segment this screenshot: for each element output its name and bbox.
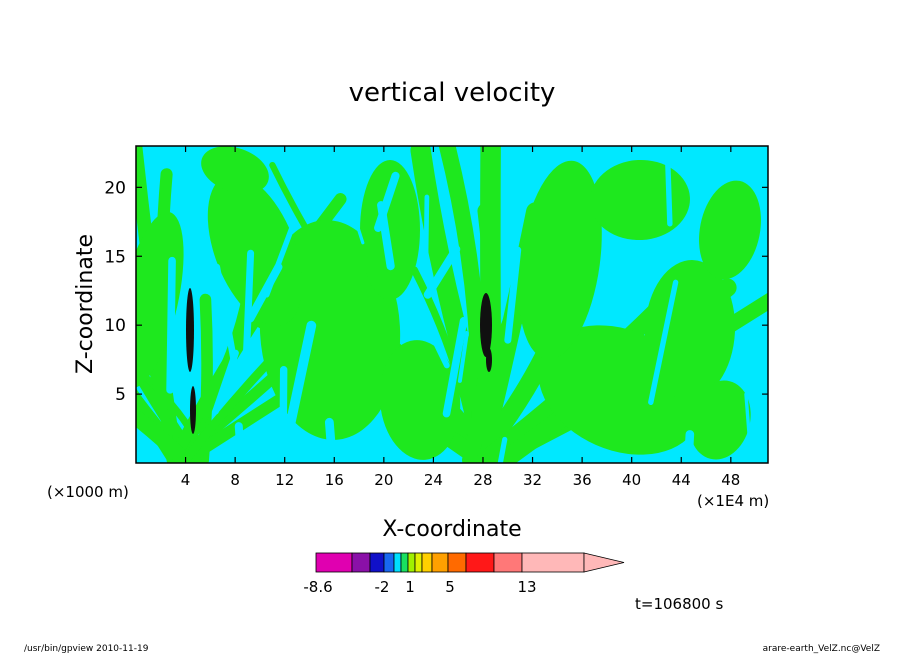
updraft-core xyxy=(186,288,194,372)
contour-gap xyxy=(648,279,679,406)
x-tick-label: 48 xyxy=(721,471,740,489)
x-axis-label: X-coordinate xyxy=(382,517,521,542)
colorbar-tick-label: -8.6 xyxy=(303,578,332,596)
contour-gap xyxy=(242,249,255,378)
x-tick-label: 44 xyxy=(672,471,691,489)
x-tick-label: 20 xyxy=(374,471,393,489)
contour-blob xyxy=(644,260,736,400)
colorbar xyxy=(315,552,625,573)
colorbar-segment xyxy=(414,552,423,573)
colorbar-segment xyxy=(369,552,385,573)
colorbar-segment xyxy=(493,552,523,573)
contour-blob xyxy=(689,380,751,460)
contour-gap xyxy=(744,392,753,463)
x-tick-label: 24 xyxy=(424,471,443,489)
x-tick-label: 8 xyxy=(230,471,240,489)
contour-gap xyxy=(457,331,469,383)
contour-gap xyxy=(264,220,297,298)
y-axis-label: Z-coordinate xyxy=(73,234,98,374)
y-tick-label: 15 xyxy=(104,247,126,267)
plot-frame xyxy=(135,145,769,464)
chart-title: vertical velocity xyxy=(349,78,556,108)
colorbar-segment xyxy=(521,552,585,573)
colorbar-tick-labels: -8.6 -2 1 5 13 xyxy=(303,578,536,596)
contour-gap xyxy=(324,417,337,463)
x-unit-left: (×1000 m) xyxy=(47,483,129,501)
contour-gap xyxy=(374,171,400,232)
x-tick-label: 40 xyxy=(622,471,641,489)
contour-gap xyxy=(497,436,508,463)
contour-gap xyxy=(423,194,430,268)
contour-gap xyxy=(442,317,468,418)
colorbar-tick-label: 5 xyxy=(445,578,455,596)
contour-blob xyxy=(207,174,303,326)
contour-blob xyxy=(201,146,269,194)
contour-blob xyxy=(359,160,421,300)
updraft-core xyxy=(480,293,492,357)
x-tick-label: 12 xyxy=(275,471,294,489)
contour-gap xyxy=(419,313,450,369)
colorbar-segment xyxy=(431,552,449,573)
colorbar-segment xyxy=(465,552,495,573)
x-tick-label: 28 xyxy=(473,471,492,489)
contour-gap xyxy=(333,154,365,245)
x-unit-right: (×1E4 m) xyxy=(697,492,769,510)
contour-band xyxy=(136,407,193,463)
contour-gap xyxy=(371,423,382,463)
updraft-core xyxy=(190,386,196,434)
y-axis-ticks: 5 10 15 20 xyxy=(104,178,768,405)
x-tick-label: 4 xyxy=(181,471,191,489)
contour-gap xyxy=(423,245,461,299)
colorbar-segment xyxy=(393,552,402,573)
x-tick-label: 16 xyxy=(325,471,344,489)
contour-gap xyxy=(188,196,196,265)
footer-left: /usr/bin/gpview 2010-11-19 xyxy=(24,644,149,654)
y-tick-label: 10 xyxy=(104,316,126,336)
colorbar-tick-label: -2 xyxy=(375,578,390,596)
colorbar-tick-label: 1 xyxy=(405,578,415,596)
footer-right: arare-earth_VelZ.nc@VelZ xyxy=(763,644,880,654)
positive-velocity-bands xyxy=(136,146,768,463)
colorbar-segment xyxy=(400,552,409,573)
contour-gap xyxy=(234,422,246,463)
contour-field xyxy=(136,146,768,463)
contour-band xyxy=(480,146,503,463)
contour-blob xyxy=(518,160,602,360)
contour-blob xyxy=(379,340,461,460)
colorbar-segment xyxy=(315,552,353,573)
contour-gap xyxy=(683,430,695,463)
colorbar-segment xyxy=(407,552,416,573)
contour-gap xyxy=(166,256,176,394)
y-tick-label: 5 xyxy=(115,385,126,405)
contour-gap xyxy=(664,155,673,227)
contour-gap xyxy=(284,320,317,435)
x-axis-ticks: 4 8 12 16 20 24 28 32 36 40 44 48 xyxy=(181,146,740,489)
x-tick-label: 36 xyxy=(573,471,592,489)
colorbar-tick-label: 13 xyxy=(517,578,536,596)
contour-blob xyxy=(590,159,690,241)
x-tick-label: 32 xyxy=(523,471,542,489)
contour-blob xyxy=(699,180,761,280)
contour-gap xyxy=(504,246,522,344)
y-tick-label: 20 xyxy=(104,178,126,198)
colorbar-segment xyxy=(383,552,395,573)
colorbar-segment xyxy=(421,552,433,573)
updraft-core xyxy=(486,348,492,372)
updraft-cores xyxy=(186,288,492,434)
time-label: t=106800 s xyxy=(635,595,723,613)
colorbar-arrow xyxy=(583,552,625,573)
contour-gap xyxy=(213,263,240,378)
contour-blob xyxy=(136,211,184,389)
colorbar-segment xyxy=(447,552,467,573)
colorbar-segment xyxy=(351,552,371,573)
